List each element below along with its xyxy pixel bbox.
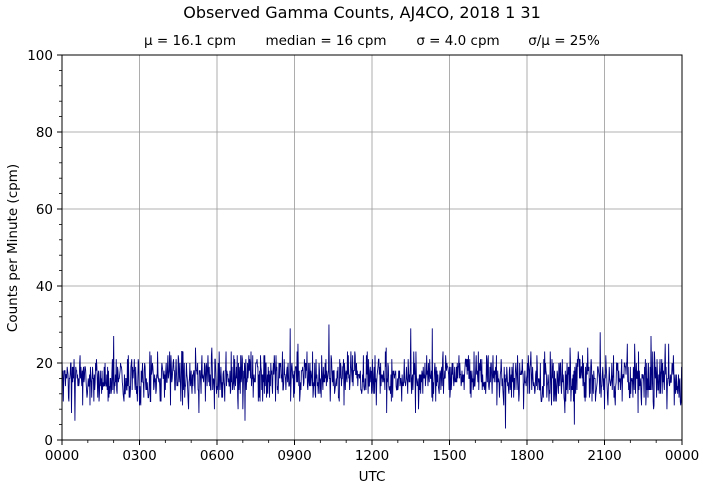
stat-median: median = 16 cpm — [265, 33, 386, 49]
x-tick-label: 0000 — [45, 448, 79, 464]
grid — [62, 55, 682, 440]
y-tick-label: 80 — [36, 125, 53, 141]
x-tick-label: 0900 — [277, 448, 311, 464]
x-tick-label: 2100 — [587, 448, 621, 464]
x-tick-label: 0000 — [665, 448, 699, 464]
axis-ticks — [57, 54, 683, 445]
stat-stdev: σ = 4.0 cpm — [416, 33, 499, 49]
x-tick-label: 1200 — [355, 448, 389, 464]
stat-mean: μ = 16.1 cpm — [144, 33, 236, 49]
tick-labels: 0000 0300 0600 0900 1200 1500 1800 2100 00000204… — [27, 48, 699, 464]
y-tick-label: 0 — [44, 433, 53, 449]
y-tick-label: 20 — [36, 356, 53, 372]
series-line — [61, 324, 683, 429]
y-tick-label: 100 — [27, 48, 53, 64]
x-tick-label: 1500 — [432, 448, 466, 464]
x-tick-label: 0600 — [200, 448, 234, 464]
stat-cv: σ/μ = 25% — [528, 33, 600, 49]
chart-title: Observed Gamma Counts, AJ4CO, 2018 1 31 — [183, 3, 541, 22]
series — [61, 324, 683, 429]
x-tick-label: 1800 — [510, 448, 544, 464]
x-tick-label: 0300 — [122, 448, 156, 464]
y-tick-label: 60 — [36, 202, 53, 218]
y-axis-label: Counts per Minute (cpm) — [5, 164, 21, 332]
x-axis-label: UTC — [359, 469, 386, 485]
y-tick-label: 40 — [36, 279, 53, 295]
